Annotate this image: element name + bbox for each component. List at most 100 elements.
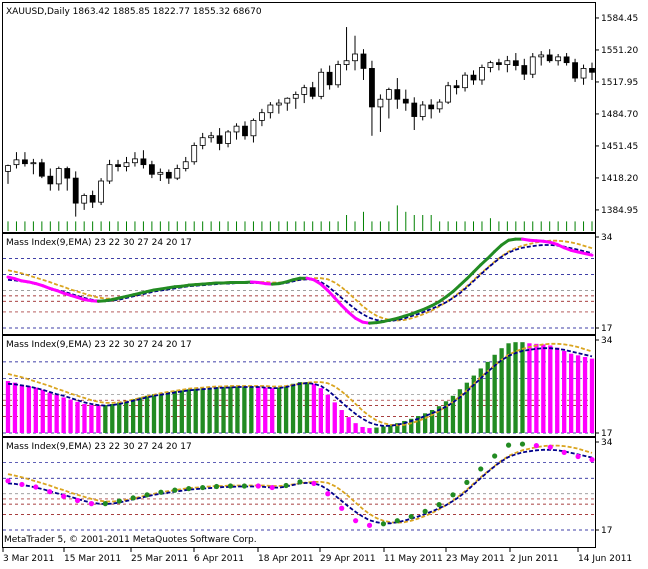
candle-body[interactable] <box>470 74 477 81</box>
x-tick-label: 2 Jun 2011 <box>510 554 558 564</box>
candle-body[interactable] <box>233 125 240 133</box>
candle-body[interactable] <box>259 112 265 121</box>
candle-body[interactable] <box>5 165 11 172</box>
candle-body[interactable] <box>394 89 401 100</box>
candle-body[interactable] <box>13 159 20 166</box>
mass-index-title: Mass Index(9,EMA) 23 22 30 27 24 20 17 <box>6 238 192 248</box>
mass-index-dot <box>19 481 25 488</box>
candle-body[interactable] <box>546 54 553 62</box>
candle-body[interactable] <box>250 119 257 137</box>
histogram-bar <box>68 399 73 433</box>
histogram-bar <box>548 345 553 433</box>
x-tick-label: 25 Mar 2011 <box>131 554 188 564</box>
mass-index-dot <box>269 484 275 491</box>
mass-index-dot <box>478 466 484 472</box>
candle-body[interactable] <box>504 60 511 65</box>
mass-index-dot <box>436 502 442 508</box>
candle-body[interactable] <box>225 131 231 144</box>
candle-body[interactable] <box>72 177 79 204</box>
candle-body[interactable] <box>22 159 28 165</box>
candle-body[interactable] <box>199 137 206 146</box>
candle-body[interactable] <box>512 60 519 66</box>
histogram-bar <box>151 394 157 433</box>
candle-body[interactable] <box>385 89 392 100</box>
candle-body[interactable] <box>47 175 54 185</box>
mass-index-title: Mass Index(9,EMA) 23 22 30 27 24 20 17 <box>6 340 192 350</box>
candle-body[interactable] <box>555 56 562 62</box>
candle-body[interactable] <box>445 85 452 103</box>
candle-body[interactable] <box>140 158 147 166</box>
candle-body[interactable] <box>589 68 595 73</box>
histogram-bar <box>200 388 205 433</box>
candle-body[interactable] <box>174 168 181 179</box>
candle-body[interactable] <box>55 168 62 185</box>
mass-index-line-segment <box>347 310 358 320</box>
candle-body[interactable] <box>98 180 105 203</box>
candle-body[interactable] <box>335 64 341 86</box>
histogram-bar <box>193 388 198 433</box>
mass-index-dot <box>422 508 428 514</box>
candle-body[interactable] <box>411 102 418 117</box>
candle-body[interactable] <box>292 94 299 99</box>
candle-body[interactable] <box>538 54 545 58</box>
candle-body[interactable] <box>89 195 96 203</box>
candle-body[interactable] <box>301 87 308 95</box>
candle-body[interactable] <box>462 74 468 89</box>
candle-body[interactable] <box>360 53 367 69</box>
candle-body[interactable] <box>106 164 113 182</box>
candle-body[interactable] <box>275 102 282 106</box>
mass-index-line-segment <box>583 252 594 257</box>
candle-body[interactable] <box>148 164 155 175</box>
candle-body[interactable] <box>208 135 215 139</box>
histogram-bar <box>360 426 365 433</box>
mass-index-dots-pane[interactable] <box>2 437 596 548</box>
histogram-bar <box>96 405 101 433</box>
candle-body[interactable] <box>132 158 138 164</box>
candle-body[interactable] <box>284 97 291 104</box>
candle-body[interactable] <box>343 60 350 65</box>
candle-body[interactable] <box>157 171 164 175</box>
candle-body[interactable] <box>580 68 587 79</box>
candle-body[interactable] <box>309 87 316 97</box>
price-series <box>5 27 595 231</box>
candle-body[interactable] <box>436 101 443 110</box>
histogram-bar <box>325 394 330 433</box>
candle-body[interactable] <box>191 145 198 163</box>
candle-body[interactable] <box>419 104 426 117</box>
candle-body[interactable] <box>165 171 172 179</box>
candle-body[interactable] <box>377 98 384 108</box>
mass-index-line-pane[interactable] <box>2 233 596 335</box>
candle-body[interactable] <box>495 62 502 65</box>
candle-body[interactable] <box>242 125 248 137</box>
x-tick-label: 15 Mar 2011 <box>64 554 121 564</box>
histogram-bar <box>346 417 351 433</box>
candle-body[interactable] <box>352 53 358 62</box>
candle-body[interactable] <box>369 68 375 108</box>
candle-body[interactable] <box>318 71 325 97</box>
candle-body[interactable] <box>326 71 333 86</box>
candle-body[interactable] <box>182 161 189 169</box>
candle-body[interactable] <box>479 67 485 81</box>
candle-body[interactable] <box>267 104 274 114</box>
candle-body[interactable] <box>563 56 570 64</box>
candle-body[interactable] <box>428 104 435 110</box>
candle-body[interactable] <box>216 135 223 144</box>
histogram-bar <box>457 389 463 433</box>
candle-body[interactable] <box>521 65 528 75</box>
candle-body[interactable] <box>123 162 130 167</box>
candle-body[interactable] <box>572 62 578 79</box>
candle-body[interactable] <box>81 195 88 204</box>
histogram-bar <box>137 397 143 433</box>
candle-body[interactable] <box>453 85 460 89</box>
candle-body[interactable] <box>402 98 409 104</box>
candle-body[interactable] <box>529 56 536 75</box>
candle-body[interactable] <box>64 168 71 179</box>
histogram-bar <box>263 387 268 433</box>
candle-body[interactable] <box>30 162 37 165</box>
candle-body[interactable] <box>487 62 494 68</box>
candle-body[interactable] <box>38 162 45 177</box>
candle-body[interactable] <box>115 164 121 167</box>
histogram-bar <box>409 418 414 433</box>
x-tick-label: 14 Jun 2011 <box>578 554 632 564</box>
